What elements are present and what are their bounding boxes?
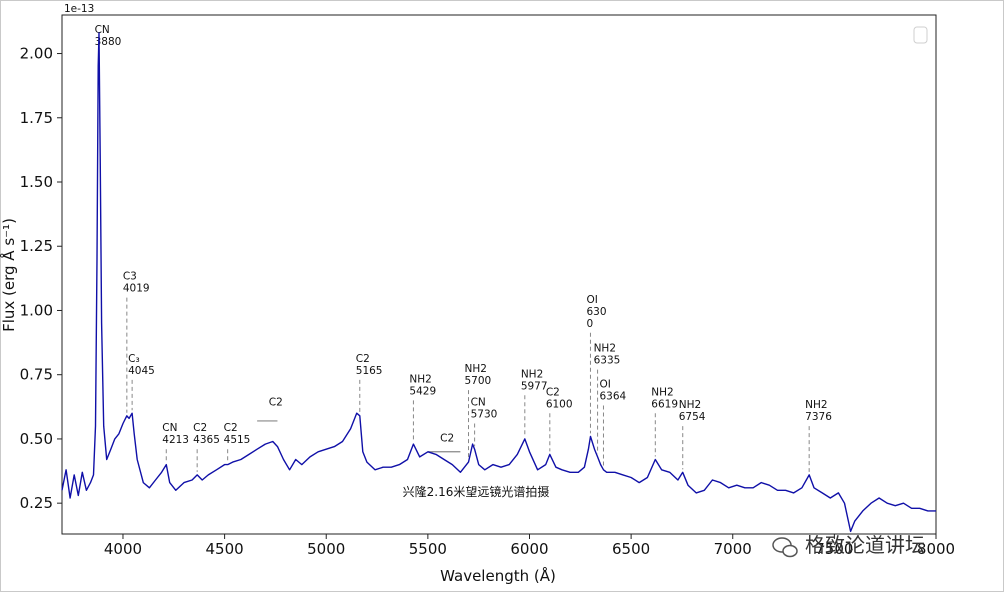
annotation-text: NH2 bbox=[465, 363, 487, 375]
annotation-text: 4213 bbox=[162, 434, 189, 446]
x-tick-label: 4000 bbox=[104, 540, 142, 558]
x-tick-label: 5500 bbox=[409, 540, 447, 558]
y-tick-label: 0.50 bbox=[20, 430, 53, 448]
annotation-text: 5429 bbox=[409, 385, 436, 397]
y-tick-label: 0.75 bbox=[20, 366, 53, 384]
annotation-text: C2 bbox=[269, 397, 283, 409]
annotation-text: 6364 bbox=[599, 391, 626, 403]
annotation-text: C₃ bbox=[128, 353, 140, 365]
annotation-text: C2 bbox=[440, 433, 454, 445]
annotation-text: NH2 bbox=[651, 386, 673, 398]
annotation-text: C2 bbox=[356, 353, 370, 365]
annotation-text: C2 bbox=[224, 422, 238, 434]
annotation-text: C2 bbox=[546, 386, 560, 398]
x-axis-label: Wavelength (Å) bbox=[440, 566, 556, 585]
watermark: 格致论道讲坛 bbox=[772, 533, 925, 558]
annotation-text: CN bbox=[95, 24, 110, 36]
annotation-text: 6335 bbox=[594, 355, 621, 367]
y-axis-label: Flux (erg Å s⁻¹) bbox=[0, 218, 18, 332]
annotation-text: NH2 bbox=[679, 399, 701, 411]
annotation-text: C3 bbox=[123, 271, 137, 283]
y-tick-label: 1.75 bbox=[20, 109, 53, 127]
annotation-text: CN bbox=[162, 422, 177, 434]
annotation-text: 6754 bbox=[679, 411, 706, 423]
annotation-text: 6619 bbox=[651, 398, 678, 410]
annotation-text: 0 bbox=[586, 318, 593, 330]
annotation-text: 5700 bbox=[465, 375, 492, 387]
plot-area bbox=[61, 14, 937, 535]
x-tick-label: 7000 bbox=[714, 540, 752, 558]
annotation-text: CN bbox=[471, 397, 486, 409]
annotation-text: NH2 bbox=[805, 399, 827, 411]
x-tick-label: 4500 bbox=[206, 540, 244, 558]
line-annotation: C2 bbox=[269, 397, 283, 409]
annotation-text: 5730 bbox=[471, 409, 498, 421]
y-tick-label: 1.50 bbox=[20, 173, 53, 191]
x-tick-label: 8000 bbox=[917, 540, 955, 558]
annotation-text: 7376 bbox=[805, 411, 832, 423]
annotation-text: 5165 bbox=[356, 365, 383, 377]
spectrum-line bbox=[61, 32, 936, 533]
watermark-text: 格致论道讲坛 bbox=[805, 533, 925, 557]
annotation-text: NH2 bbox=[594, 343, 616, 355]
annotation-text: OI bbox=[599, 379, 610, 391]
y-tick-label: 1.25 bbox=[20, 237, 53, 255]
caption: 兴隆2.16米望远镜光谱拍摄 bbox=[403, 484, 550, 499]
y-scale-label: 1e-13 bbox=[64, 3, 94, 15]
x-tick-label: 6000 bbox=[510, 540, 548, 558]
annotation-text: 6100 bbox=[546, 398, 573, 410]
y-tick-label: 1.00 bbox=[20, 301, 53, 319]
annotation-text: C2 bbox=[193, 422, 207, 434]
annotation-text: 4045 bbox=[128, 365, 155, 377]
annotation-text: NH2 bbox=[521, 368, 543, 380]
x-tick-label: 6500 bbox=[612, 540, 650, 558]
annotation-text: OI bbox=[586, 294, 597, 306]
annotation-text: 4019 bbox=[123, 283, 150, 295]
wechat-icon bbox=[772, 537, 798, 558]
x-tick-label: 5000 bbox=[307, 540, 345, 558]
x-tick-label: 7500 bbox=[815, 540, 853, 558]
annotation-text: 4365 bbox=[193, 434, 220, 446]
legend-box bbox=[913, 26, 928, 44]
annotation-text: 4515 bbox=[224, 434, 251, 446]
annotation-text: NH2 bbox=[409, 373, 431, 385]
line-annotation: C2 bbox=[440, 433, 454, 445]
annotation-text: 3880 bbox=[95, 36, 122, 48]
annotation-text: 630 bbox=[586, 306, 606, 318]
annotation-text: 5977 bbox=[521, 380, 548, 392]
y-tick-label: 0.25 bbox=[20, 494, 53, 512]
y-tick-label: 2.00 bbox=[20, 45, 53, 63]
